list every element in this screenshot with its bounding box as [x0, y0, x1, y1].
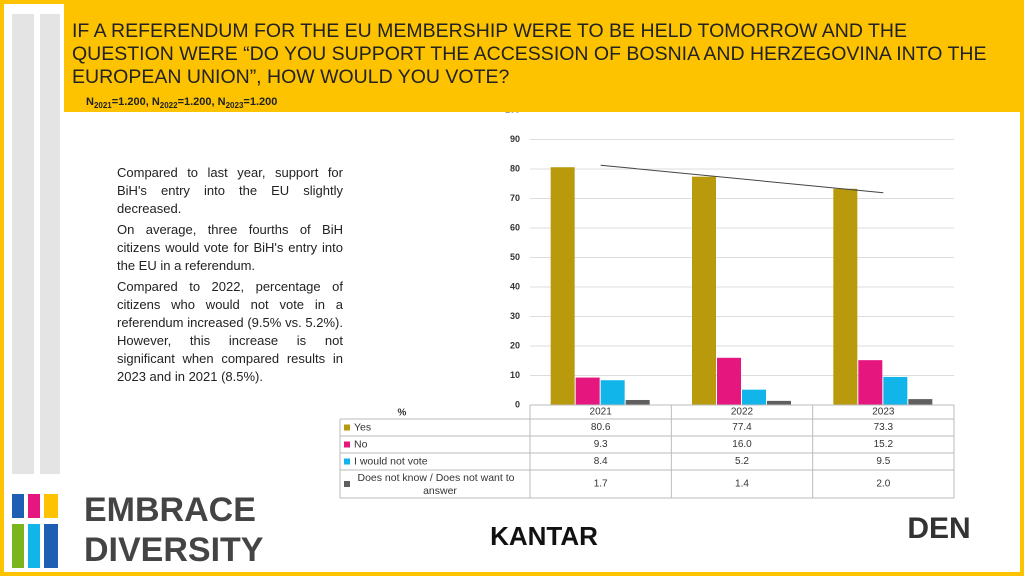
x-tick-label: 2021 [590, 407, 613, 418]
value-label: 16.0 [732, 439, 752, 450]
unit-label: % [398, 408, 407, 419]
y-tick-label: 90 [510, 134, 520, 144]
icon-part [44, 494, 58, 518]
den-logo: DEN [907, 512, 970, 545]
bar [908, 399, 933, 405]
icon-part [44, 524, 58, 568]
y-tick-label: 10 [510, 370, 520, 380]
pattern [40, 14, 60, 474]
icon-part [28, 494, 40, 518]
n-year: 2021 [93, 101, 112, 111]
y-tick-label: 0 [515, 399, 520, 409]
note: Compared to last year, support for BiH's… [117, 165, 343, 216]
icon-part [12, 494, 24, 518]
pattern [12, 14, 34, 474]
bar [625, 399, 650, 405]
logo-text: DIVERSITY [84, 531, 264, 569]
notes: Compared to last year, support for BiH's… [117, 164, 343, 389]
legend-swatch [344, 424, 350, 431]
note: Compared to 2022, percentage of citizens… [117, 279, 343, 384]
value-label: 73.3 [874, 422, 894, 433]
n-value: =1.200, [111, 96, 149, 108]
icon-part [28, 524, 40, 568]
sample-sizes: N2021=1.200, N2022=1.200, N2023=1.200 [86, 96, 277, 110]
n-symbol: N [86, 96, 94, 108]
value-label: 1.7 [594, 479, 608, 490]
bar [550, 167, 575, 405]
legend-label: Does not know / Does not want to answer [357, 472, 514, 497]
value-label: 15.2 [874, 439, 894, 450]
y-tick-label: 80 [510, 163, 520, 173]
bar [858, 360, 883, 405]
legend-swatch [344, 458, 350, 465]
legend-swatch [344, 481, 350, 487]
value-label: 9.3 [594, 439, 608, 450]
icon-part [12, 524, 24, 568]
value-label: 77.4 [732, 422, 752, 433]
bar [575, 377, 600, 405]
trend-line [600, 164, 884, 194]
side-pattern [12, 14, 60, 474]
x-tick-label: 2022 [731, 407, 754, 418]
y-tick-label: 50 [510, 252, 520, 262]
legend-label: I would not vote [354, 455, 428, 467]
title: IF A REFERENDUM FOR THE EU MEMBERSHIP WE… [72, 20, 987, 88]
value-label: 1.4 [735, 479, 749, 490]
n-year: 2022 [159, 101, 178, 111]
y-tick-label: 40 [510, 281, 520, 291]
value-label: 2.0 [876, 479, 890, 490]
logo-text: EMBRACE [84, 491, 256, 529]
legend-label: Yes [354, 421, 371, 433]
y-tick-label: 60 [510, 222, 520, 232]
n-symbol: N [151, 96, 160, 108]
kantar-logo: KANTAR [490, 521, 598, 551]
n-value: =1.200 [243, 96, 278, 108]
bar [883, 376, 908, 405]
n-year: 2023 [225, 101, 244, 111]
legend-swatch [344, 441, 350, 448]
header: IF A REFERENDUM FOR THE EU MEMBERSHIP WE… [64, 4, 1020, 112]
note: On average, three fourths of BiH citizen… [117, 222, 343, 273]
y-tick-label: 30 [510, 311, 520, 321]
value-label: 8.4 [594, 456, 608, 467]
n-value: =1.200, [177, 96, 215, 108]
legend-label: No [354, 438, 368, 450]
bar [767, 400, 791, 405]
bih-icon [12, 494, 58, 568]
value-label: 9.5 [876, 456, 890, 467]
x-tick-label: 2023 [872, 407, 895, 418]
value-label: 5.2 [735, 456, 749, 467]
bar [717, 357, 741, 405]
y-tick-label: 20 [510, 340, 520, 350]
bar [742, 389, 766, 405]
bar [833, 188, 858, 405]
bar [692, 176, 716, 405]
value-label: 80.6 [591, 422, 611, 433]
bar [600, 380, 625, 405]
y-tick-label: 70 [510, 193, 520, 203]
n-symbol: N [217, 96, 226, 108]
